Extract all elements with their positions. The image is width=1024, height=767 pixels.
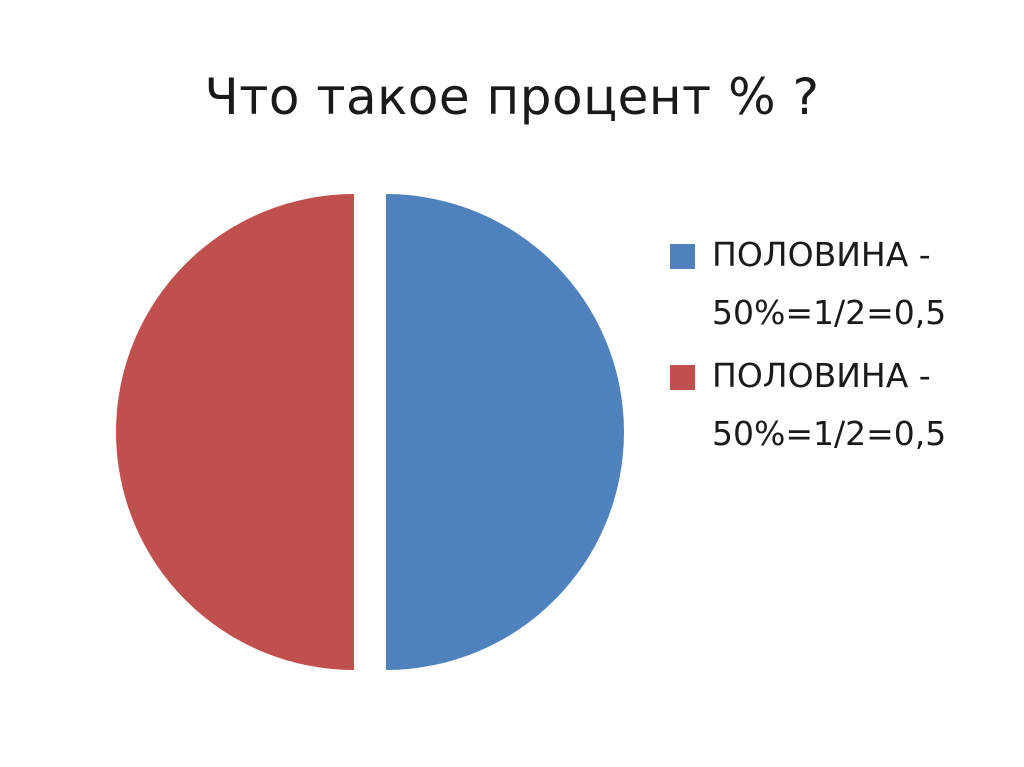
pie-slice-1 <box>116 194 354 670</box>
legend-item: ПОЛОВИНА - 50%=1/2=0,5 <box>670 226 1010 342</box>
legend-item: ПОЛОВИНА - 50%=1/2=0,5 <box>670 347 1010 463</box>
pie-slices <box>116 194 624 670</box>
page-title: Что такое процент % ? <box>204 68 820 126</box>
legend-label: ПОЛОВИНА - 50%=1/2=0,5 <box>712 356 947 453</box>
legend-swatch-blue <box>670 244 695 269</box>
pie-slice-0 <box>386 194 624 670</box>
legend-swatch-red <box>670 365 695 390</box>
chart-legend: ПОЛОВИНА - 50%=1/2=0,5 ПОЛОВИНА - 50%=1/… <box>670 226 1010 468</box>
legend-label: ПОЛОВИНА - 50%=1/2=0,5 <box>712 235 947 332</box>
